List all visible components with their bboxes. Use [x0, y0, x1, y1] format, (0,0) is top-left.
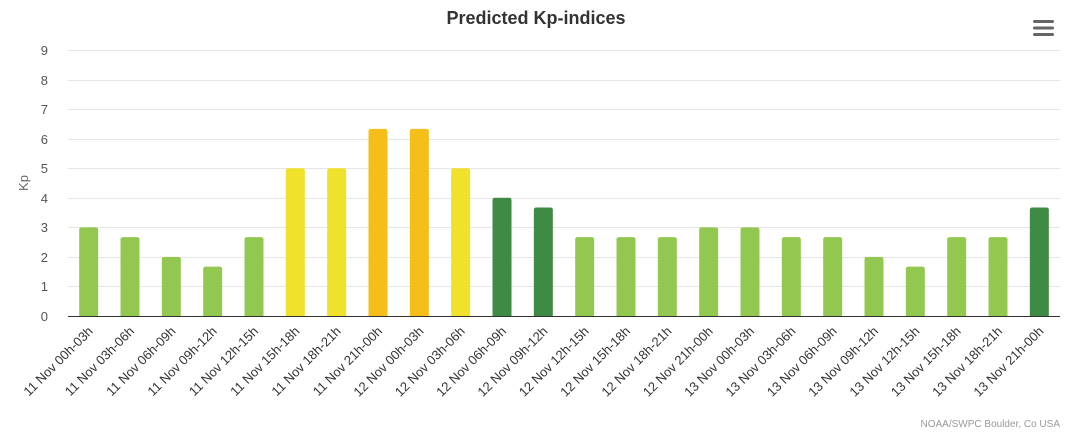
- bar-17[interactable]: [781, 237, 801, 316]
- y-tick-label: 1: [41, 279, 48, 294]
- bars: [79, 128, 1049, 316]
- bar-3[interactable]: [203, 266, 223, 316]
- y-tick-label: 7: [41, 102, 48, 117]
- bar-23[interactable]: [1029, 207, 1049, 316]
- y-axis-ticks: 0 1 2 3 4 5 6 7 8 9: [41, 43, 48, 324]
- grid-lines: [68, 50, 1060, 287]
- bar-16[interactable]: [740, 227, 760, 316]
- bar-4[interactable]: [244, 237, 264, 316]
- bar-9[interactable]: [451, 168, 471, 316]
- hamburger-menu-icon: [1033, 20, 1054, 36]
- y-tick-label: 8: [41, 73, 48, 88]
- bar-22[interactable]: [988, 237, 1008, 316]
- bar-20[interactable]: [905, 266, 925, 316]
- y-tick-label: 2: [41, 250, 48, 265]
- x-tick-label: 11 Nov 00h-03h: [20, 324, 95, 399]
- bar-1[interactable]: [120, 237, 140, 316]
- bar-5[interactable]: [285, 168, 305, 316]
- bar-15[interactable]: [699, 227, 719, 316]
- bar-2[interactable]: [161, 256, 181, 316]
- y-axis-label: Kp: [16, 175, 31, 191]
- bar-6[interactable]: [327, 168, 347, 316]
- bar-14[interactable]: [657, 237, 677, 316]
- y-tick-label: 0: [41, 309, 48, 324]
- bar-0[interactable]: [79, 227, 99, 316]
- y-tick-label: 5: [41, 161, 48, 176]
- bar-12[interactable]: [575, 237, 595, 316]
- chart-credit: NOAA/SWPC Boulder, Co USA: [921, 419, 1061, 430]
- y-tick-label: 6: [41, 132, 48, 147]
- bar-18[interactable]: [823, 237, 843, 316]
- bar-21[interactable]: [947, 237, 967, 316]
- bar-8[interactable]: [409, 128, 429, 316]
- bar-7[interactable]: [368, 128, 388, 316]
- y-tick-label: 4: [41, 191, 48, 206]
- bar-13[interactable]: [616, 237, 636, 316]
- bar-10[interactable]: [492, 197, 512, 316]
- bar-19[interactable]: [864, 256, 884, 316]
- y-tick-label: 9: [41, 43, 48, 58]
- chart-title: Predicted Kp-indices: [446, 8, 625, 28]
- y-tick-label: 3: [41, 220, 48, 235]
- bar-11[interactable]: [533, 207, 553, 316]
- chart-menu-button[interactable]: [1032, 18, 1056, 40]
